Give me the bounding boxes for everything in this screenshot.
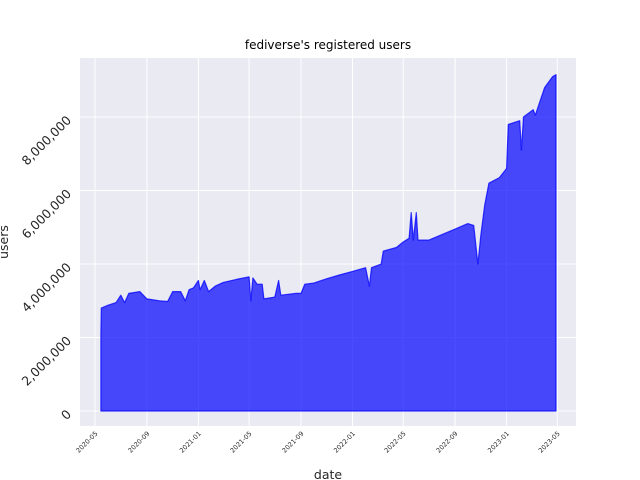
x-axis-label: date [314,467,342,480]
y-axis-label: users [0,225,11,259]
chart-title: fediverse's registered users [245,38,411,52]
users-area-series [100,74,557,412]
